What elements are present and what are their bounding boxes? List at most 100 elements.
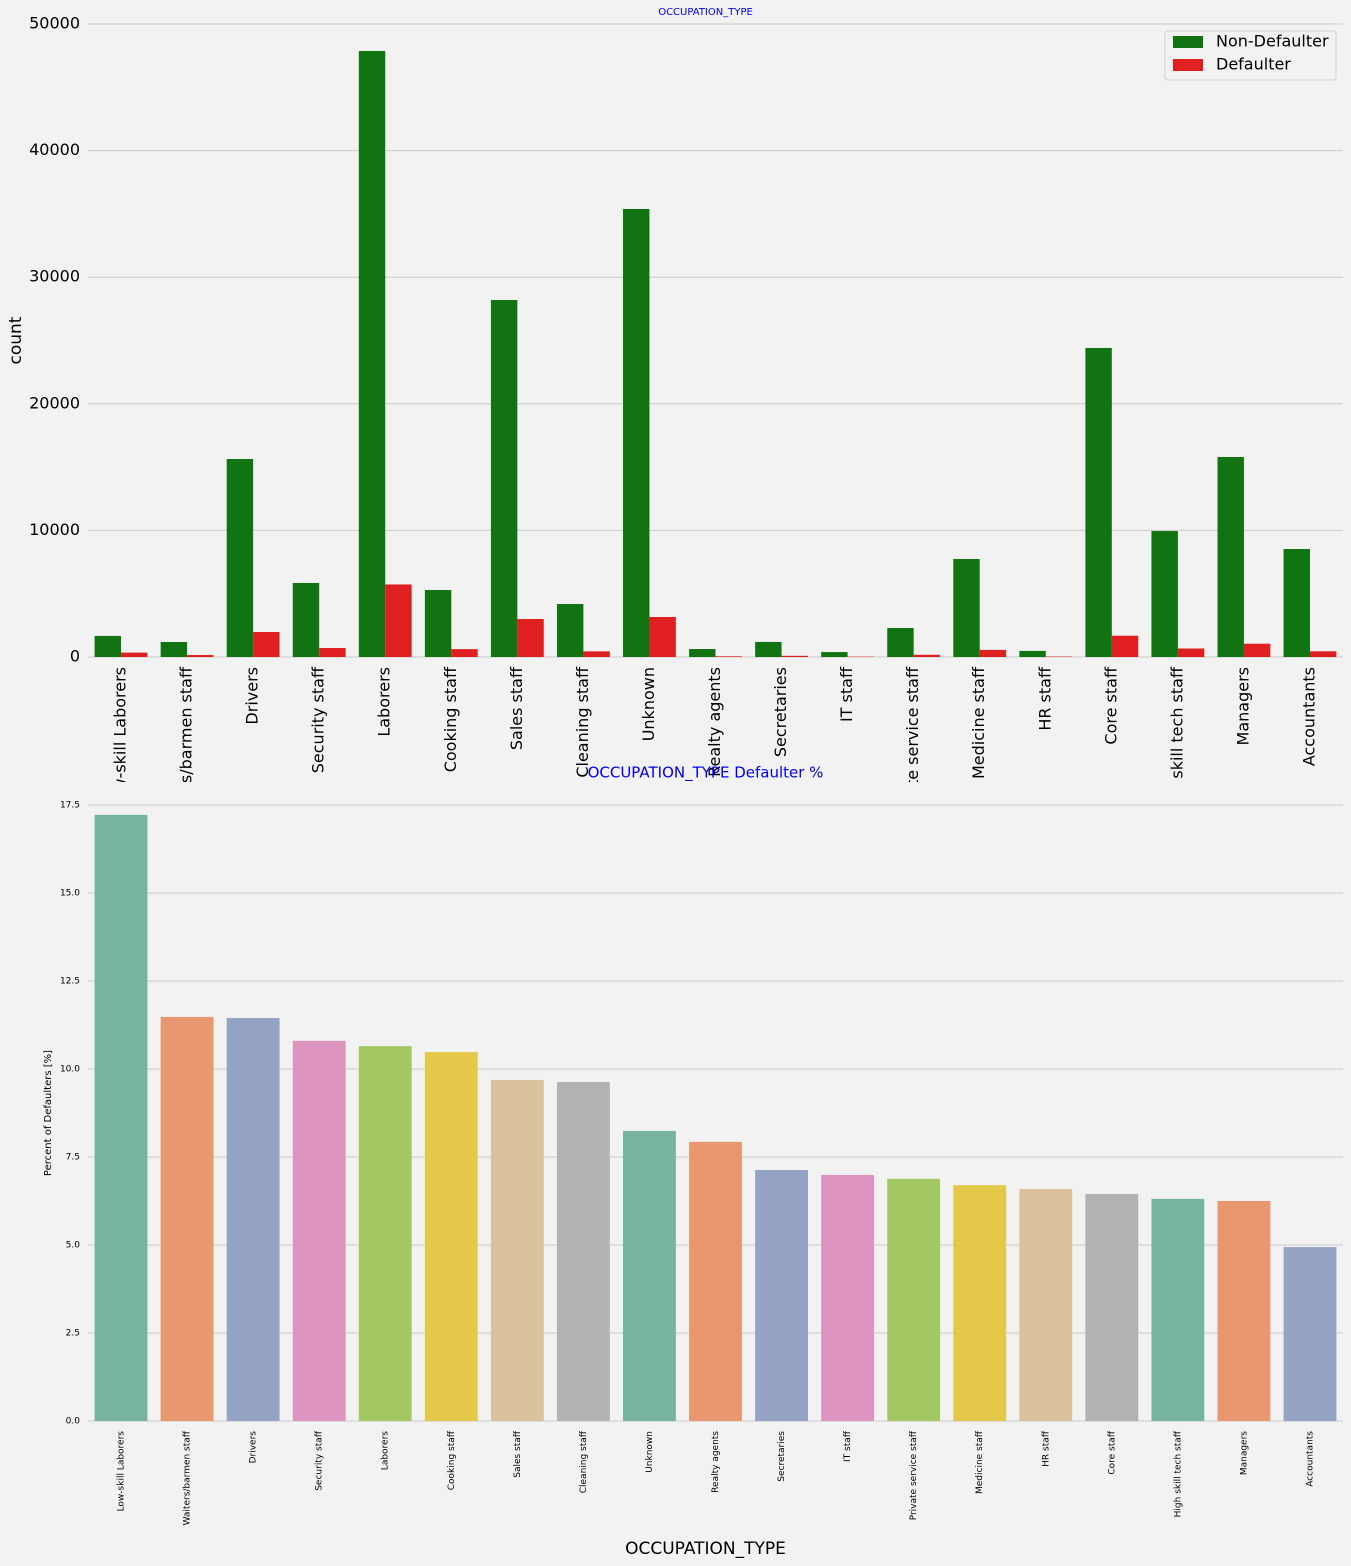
x-tick-label: IT staff bbox=[843, 1430, 853, 1462]
x-tick-label: Laborers bbox=[375, 667, 394, 737]
bar bbox=[953, 1185, 1007, 1421]
y-tick-label: 15.0 bbox=[60, 889, 80, 899]
x-tick-label: Drivers bbox=[243, 667, 262, 725]
bar bbox=[94, 814, 148, 1421]
bar bbox=[424, 1052, 478, 1421]
x-tick-label: Waiters/barmen staff bbox=[177, 666, 196, 835]
bar bbox=[187, 655, 214, 657]
x-tick-label: HR staff bbox=[1041, 1430, 1051, 1467]
x-tick-label: Cleaning staff bbox=[573, 666, 592, 778]
x-tick-label: High skill tech staff bbox=[1167, 666, 1186, 820]
bar bbox=[1217, 456, 1244, 657]
bar bbox=[424, 590, 452, 657]
bar bbox=[451, 649, 478, 657]
y-tick-label: 0 bbox=[70, 647, 80, 666]
bar bbox=[623, 208, 650, 658]
x-tick-label: Unknown bbox=[639, 667, 658, 741]
x-tick-label: Core staff bbox=[1107, 1430, 1117, 1474]
legend-label: Defaulter bbox=[1216, 55, 1291, 74]
bar bbox=[781, 655, 808, 657]
bar bbox=[755, 641, 782, 657]
bar bbox=[121, 652, 148, 657]
bar bbox=[953, 559, 980, 657]
bar bbox=[1019, 650, 1046, 657]
x-tick-label: Sales staff bbox=[507, 666, 526, 750]
bar bbox=[715, 656, 742, 657]
y-tick-label: 20000 bbox=[29, 393, 80, 412]
x-tick-label: Secretaries bbox=[771, 667, 790, 757]
legend-box bbox=[1164, 30, 1337, 81]
x-tick-label: IT staff bbox=[837, 666, 856, 722]
x-tick-label: Cooking staff bbox=[447, 1430, 457, 1490]
bar bbox=[94, 635, 122, 657]
y-tick-label: 40000 bbox=[29, 140, 80, 159]
x-tick-label: Waiters/barmen staff bbox=[183, 1430, 193, 1525]
bar bbox=[821, 652, 848, 657]
bar bbox=[1283, 549, 1310, 657]
x-tick-label: Low-skill Laborers bbox=[111, 667, 130, 810]
y-tick-label: 12.5 bbox=[60, 977, 80, 987]
x-tick-label: Realty agents bbox=[705, 667, 724, 777]
y-tick-label: 10.0 bbox=[60, 1065, 80, 1075]
legend-label: Non-Defaulter bbox=[1216, 32, 1329, 51]
bar bbox=[358, 50, 386, 657]
bar bbox=[226, 1017, 280, 1421]
x-tick-label: Managers bbox=[1239, 1431, 1249, 1475]
x-tick-label: Private service staff bbox=[909, 1430, 919, 1520]
y-tick-label: 0.0 bbox=[66, 1417, 81, 1427]
x-tick-label: Realty agents bbox=[711, 1431, 721, 1493]
bar bbox=[517, 619, 544, 657]
x-tick-label: Laborers bbox=[381, 1431, 391, 1470]
x-tick-label: Security staff bbox=[315, 1430, 325, 1491]
bar bbox=[1151, 1198, 1205, 1421]
x-tick-label: Cleaning staff bbox=[579, 1430, 589, 1493]
y-tick-label: 5.0 bbox=[66, 1241, 81, 1251]
x-tick-label: HR staff bbox=[1035, 666, 1054, 731]
y-tick-label: 50000 bbox=[29, 14, 80, 33]
bar bbox=[583, 651, 610, 657]
chart-title: OCCUPATION_TYPE Defaulter % bbox=[588, 764, 824, 783]
bar bbox=[649, 616, 676, 657]
bar bbox=[821, 1174, 875, 1421]
bar bbox=[755, 1170, 808, 1421]
bar bbox=[292, 583, 320, 657]
y-axis-label: count bbox=[6, 316, 26, 364]
x-tick-label: High skill tech staff bbox=[1173, 1430, 1183, 1517]
legend-swatch bbox=[1173, 59, 1203, 71]
bar bbox=[1243, 643, 1271, 657]
bar bbox=[1283, 1247, 1337, 1421]
bar bbox=[689, 1141, 742, 1421]
x-tick-label: Medicine staff bbox=[969, 666, 988, 779]
bar bbox=[292, 1040, 346, 1421]
bar bbox=[913, 654, 941, 657]
bar bbox=[253, 631, 280, 657]
bar bbox=[689, 649, 716, 657]
x-tick-label: Medicine staff bbox=[975, 1430, 985, 1494]
chart-title: OCCUPATION_TYPE bbox=[658, 7, 753, 18]
bar bbox=[1111, 635, 1139, 657]
y-tick-label: 10000 bbox=[29, 520, 80, 539]
x-axis-label: OCCUPATION_TYPE bbox=[625, 1539, 786, 1559]
chart-1: 0.0 2.5 5.0 7.5 10.0 12.5 15.0 17.5 OCCUPATION_T… bbox=[43, 764, 1343, 1559]
x-tick-label: Accountants bbox=[1305, 1431, 1315, 1487]
x-tick-label: Drivers bbox=[249, 1431, 259, 1464]
bar bbox=[1085, 347, 1112, 657]
chart-0: 0 10000 20000 30000 40000 50000 OCCUPATION_TYP… bbox=[6, 7, 1343, 835]
y-tick-label: 2.5 bbox=[66, 1329, 80, 1339]
bar bbox=[385, 584, 412, 657]
x-tick-label: Private service staff bbox=[903, 666, 922, 826]
bar bbox=[556, 604, 584, 657]
bar bbox=[226, 458, 254, 657]
bar bbox=[319, 648, 346, 657]
bar bbox=[1019, 1189, 1073, 1421]
y-axis-label: Percent of Defaulters [%] bbox=[43, 1050, 54, 1176]
bar bbox=[887, 628, 914, 657]
bar bbox=[490, 1079, 544, 1421]
x-tick-label: Sales staff bbox=[513, 1430, 523, 1478]
legend-swatch bbox=[1173, 36, 1203, 48]
bar bbox=[490, 299, 518, 657]
bar bbox=[1085, 1193, 1139, 1421]
y-tick-label: 17.5 bbox=[60, 801, 80, 811]
